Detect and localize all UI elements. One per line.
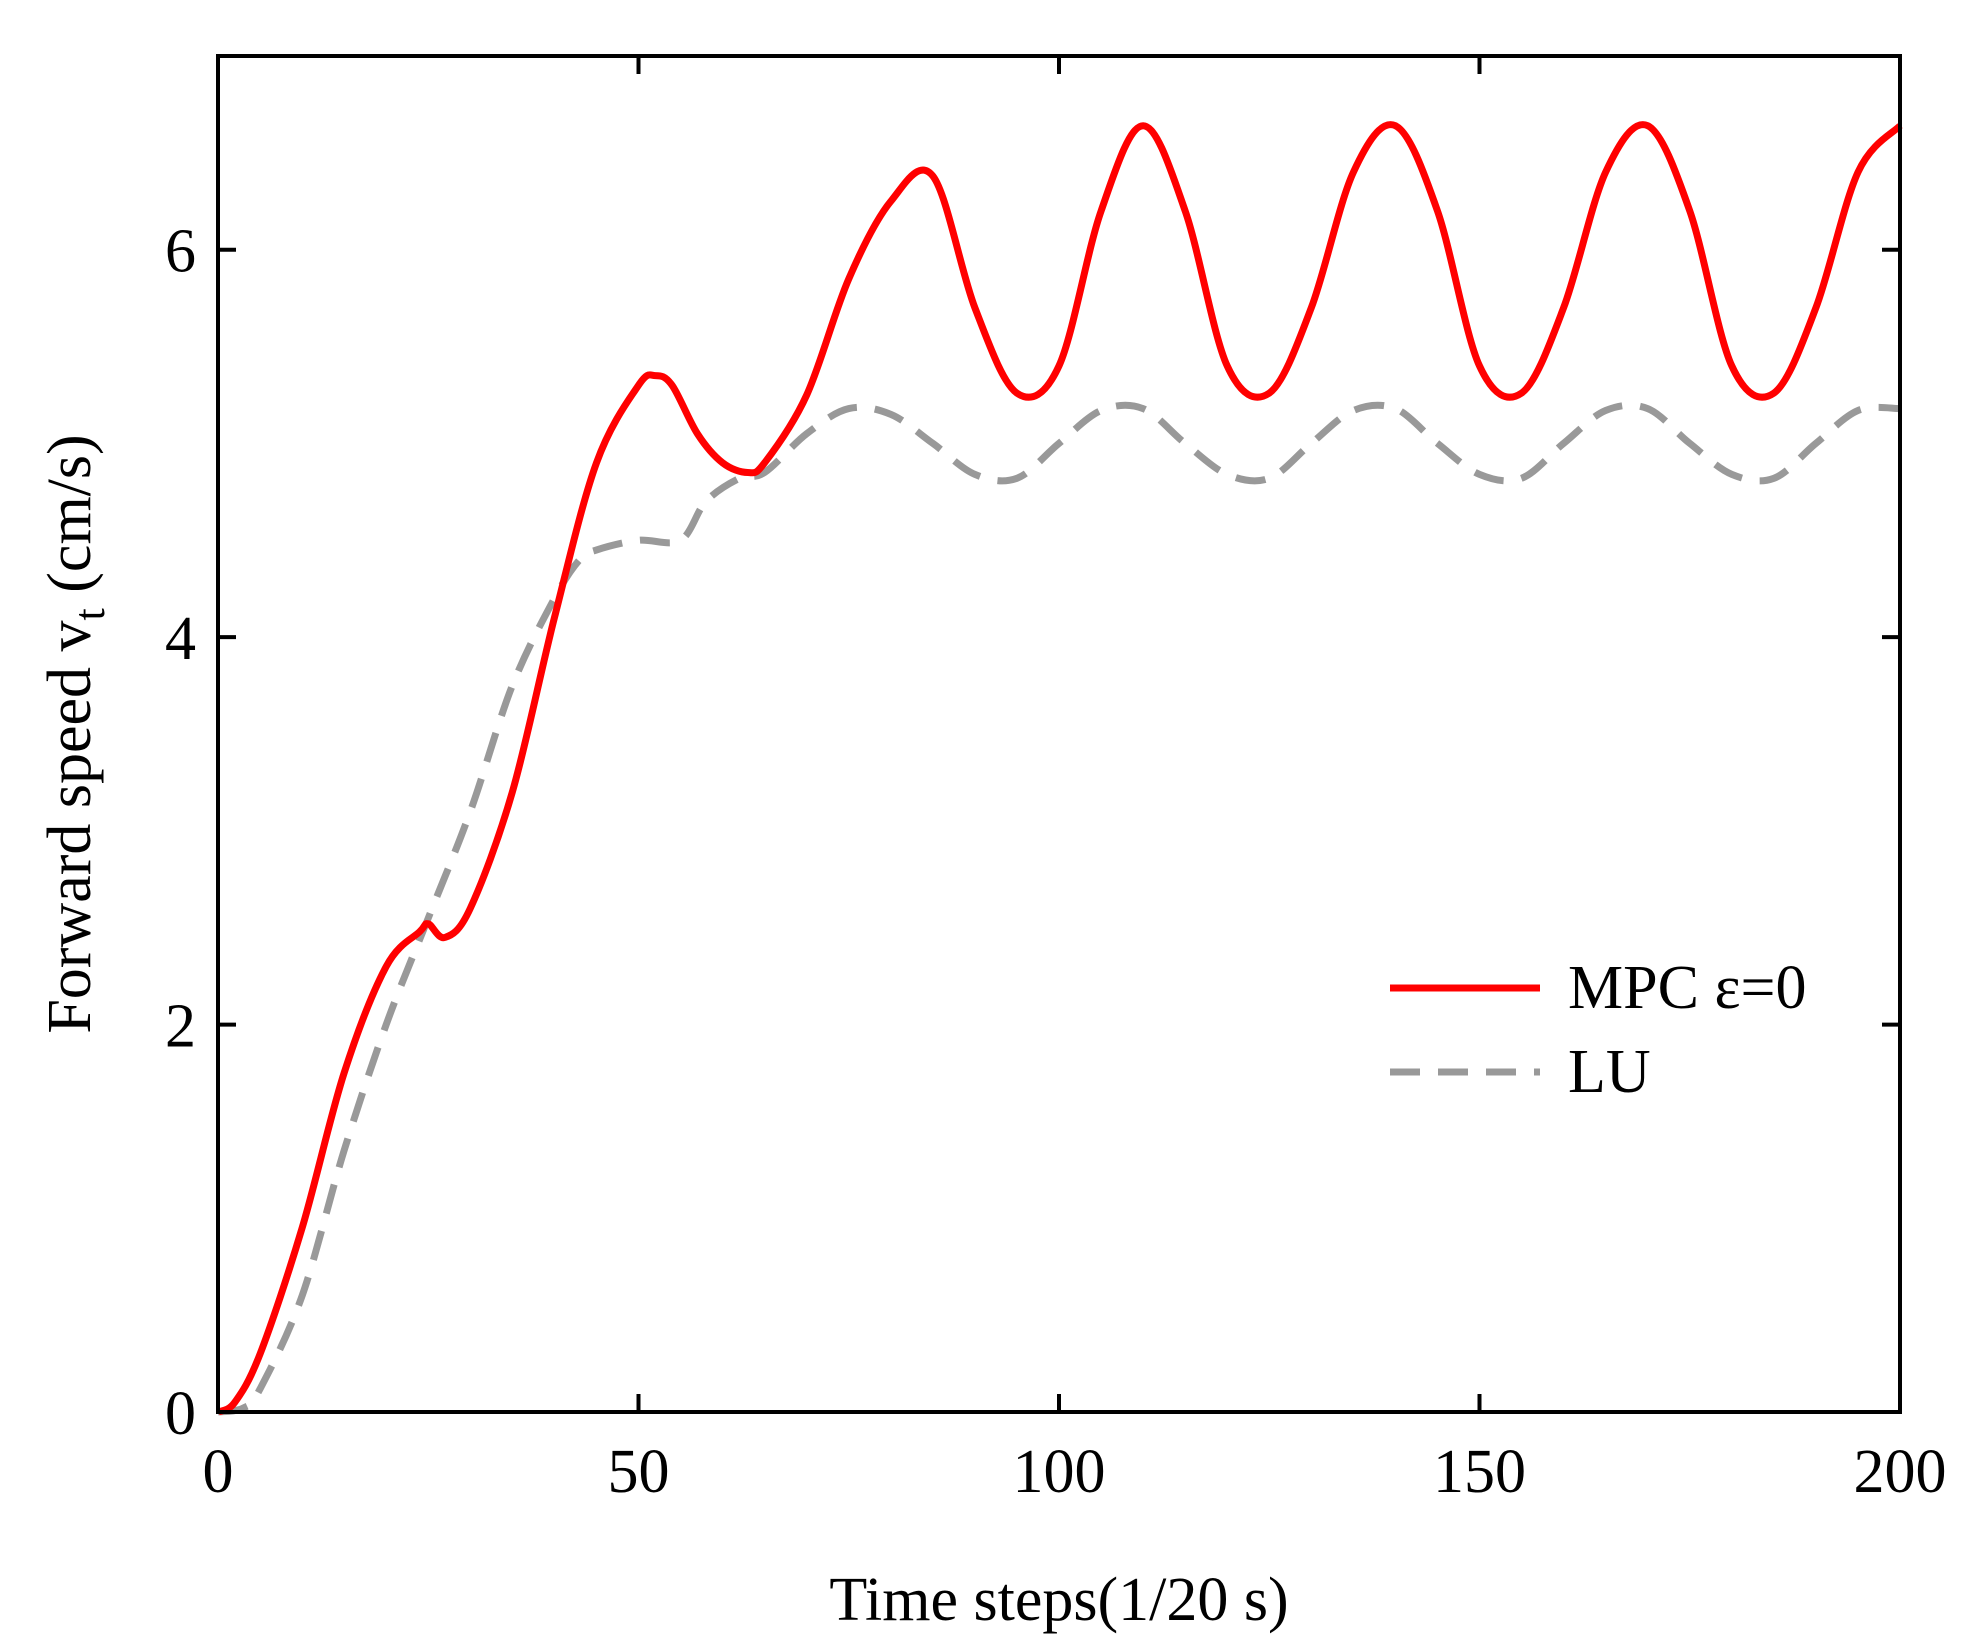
- y-axis-label: Forward speed vt (cm/s): [36, 434, 114, 1033]
- series-line-lu: [217, 401, 1901, 1416]
- x-tick-label: 200: [1854, 1438, 1947, 1506]
- ticks-layer: [216, 56, 1902, 1414]
- legend-label-lu: LU: [1568, 1038, 1651, 1106]
- x-tick-label: 100: [1013, 1438, 1106, 1506]
- x-tick-label: 0: [203, 1438, 234, 1506]
- x-tick-label: 50: [608, 1438, 670, 1506]
- y-axis-label-subscript: t: [65, 608, 114, 620]
- y-tick-label: 6: [165, 218, 196, 286]
- x-axis-label: Time steps(1/20 s): [829, 1566, 1288, 1634]
- y-axis-label-unit: (cm/s): [36, 434, 104, 608]
- y-tick-label: 2: [165, 993, 196, 1061]
- x-tick-label: 150: [1433, 1438, 1526, 1506]
- y-axis-label-main: Forward speed v: [36, 620, 104, 1033]
- legend: MPC ε=0 LU: [1390, 954, 1806, 1106]
- y-tick-label: 0: [165, 1380, 196, 1448]
- plot-frame: [216, 54, 1902, 1414]
- x-tick-labels: 0 50 100 150 200: [203, 1438, 1947, 1506]
- y-tick-labels: 0 2 4 6: [165, 218, 196, 1448]
- series-layer: [216, 121, 1903, 1416]
- y-tick-label: 4: [165, 605, 196, 673]
- legend-label-mpc: MPC ε=0: [1568, 954, 1806, 1022]
- series-line-mpc: [216, 121, 1903, 1416]
